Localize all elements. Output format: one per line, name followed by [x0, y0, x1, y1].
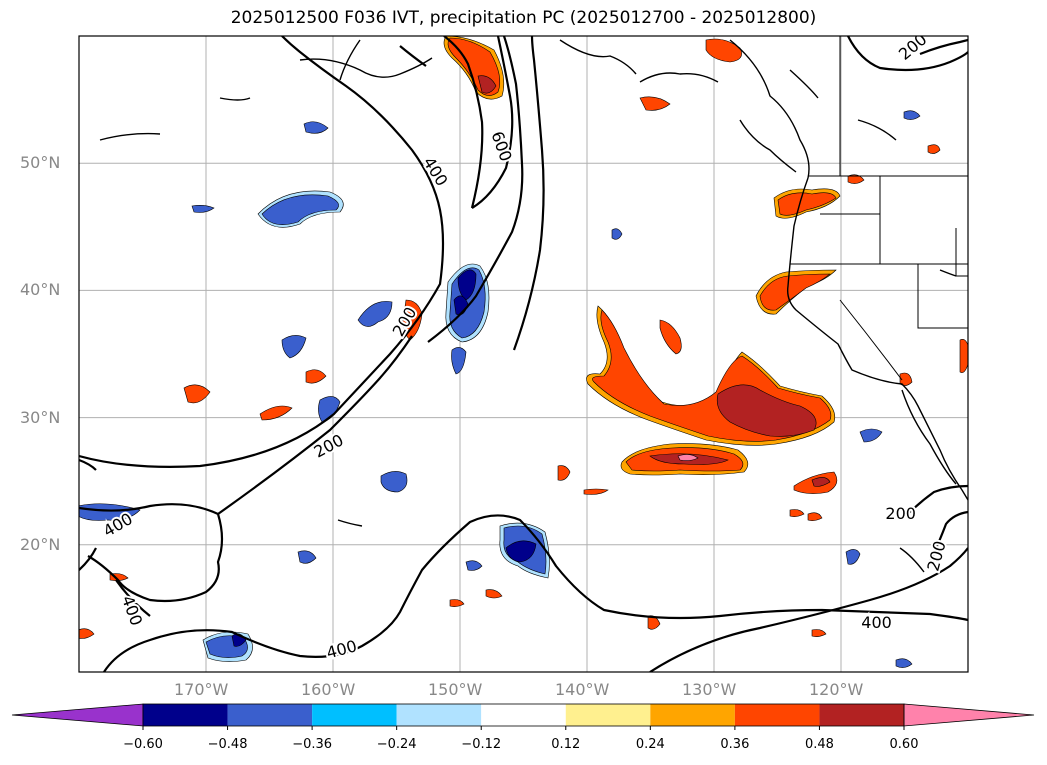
colorbar-swatch — [143, 704, 228, 726]
colorbar-swatch — [565, 704, 651, 726]
political-boundaries — [790, 36, 968, 381]
colorbar-swatch — [227, 704, 313, 726]
colorbar-tick-label: 0.36 — [720, 737, 750, 752]
lat-tick-label: 40°N — [20, 280, 61, 300]
colorbar-tick-label: −0.48 — [207, 737, 248, 752]
colorbar-tick-label: 0.60 — [889, 737, 919, 752]
map-frame — [78, 35, 969, 673]
colorbar-swatch — [312, 704, 397, 726]
lon-tick-label: 150°W — [428, 680, 483, 699]
colorbar-tick-label: −0.36 — [292, 737, 333, 752]
lon-tick-label: 170°W — [174, 680, 229, 699]
colorbar-tick-label: −0.12 — [461, 737, 502, 752]
lon-tick-label: 120°W — [809, 680, 864, 699]
lat-tick-label: 20°N — [20, 534, 61, 554]
colorbar-swatch — [481, 704, 566, 726]
colorbar-extend-high — [903, 703, 1035, 727]
chart-title: 2025012500 F036 IVT, precipitation PC (2… — [230, 8, 817, 28]
lon-tick-label: 140°W — [555, 680, 610, 699]
colorbar-tick-label: 0.48 — [804, 737, 834, 752]
colorbar-extend-low — [11, 703, 144, 727]
colorbar-tick-label: 0.12 — [551, 737, 581, 752]
positive-anomaly-areas — [79, 36, 968, 639]
colorbar-tick-label: −0.60 — [123, 737, 163, 752]
plot-area — [79, 36, 968, 672]
contour-label: 200 — [885, 504, 916, 523]
ivt-contours — [79, 36, 968, 672]
colorbar-tick-label: 0.24 — [635, 737, 665, 752]
colorbar-swatch — [650, 704, 735, 726]
colorbar-swatch — [734, 704, 820, 726]
coastlines — [99, 39, 968, 573]
colorbar-tick-label: −0.24 — [376, 737, 417, 752]
lon-tick-label: 130°W — [682, 680, 737, 699]
lat-tick-label: 30°N — [20, 407, 61, 427]
colorbar-swatch — [396, 704, 482, 726]
colorbar-swatch — [819, 704, 904, 726]
colorbar-frame — [142, 703, 905, 727]
lon-tick-label: 160°W — [301, 680, 356, 699]
colorbar — [11, 703, 1035, 730]
lat-tick-label: 50°N — [20, 153, 61, 173]
contour-label: 400 — [861, 613, 892, 632]
